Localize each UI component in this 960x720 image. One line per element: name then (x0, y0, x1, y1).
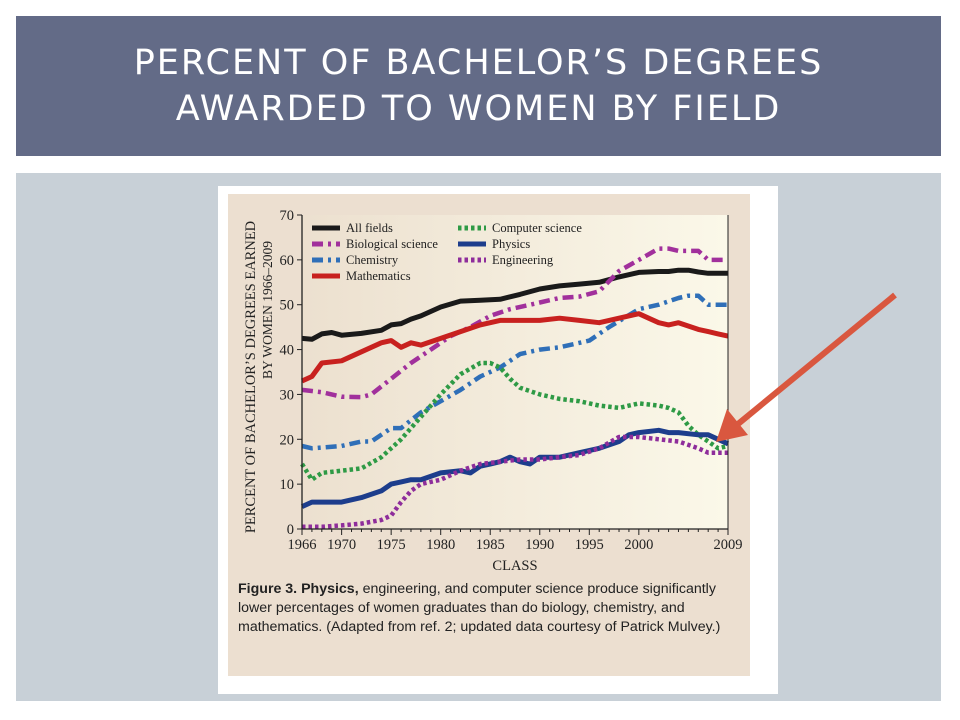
series-line-all-fields (301, 267, 728, 342)
y-tick-label: 10 (280, 477, 295, 493)
y-tick-label: 20 (280, 432, 295, 448)
legend-label: All fields (346, 221, 393, 235)
legend-label: Chemistry (346, 253, 399, 267)
slide-title-line-1: PERCENT OF BACHELOR’S DEGREES (133, 43, 824, 83)
figure-caption-label: Figure 3. Physics, (238, 581, 359, 597)
figure-caption-text: engineering, and computer science produc… (238, 581, 721, 635)
legend-label: Physics (492, 237, 530, 251)
slide-title: PERCENT OF BACHELOR’S DEGREES AWARDED TO… (134, 40, 824, 132)
series-line-engineering (302, 434, 728, 530)
y-tick-label: 30 (280, 387, 295, 403)
series-line-mathematics (300, 311, 729, 384)
y-tick-label: 40 (280, 343, 295, 359)
legend-label: Engineering (492, 253, 554, 267)
slide-title-line-2: AWARDED TO WOMEN BY FIELD (175, 89, 782, 129)
x-tick-label: 1980 (426, 537, 455, 553)
x-axis-label: CLASS (492, 558, 537, 574)
legend: All fields Biological science Chemistry Mat… (312, 221, 582, 283)
series-line-computer-science (300, 360, 729, 482)
y-tick-label: 50 (280, 298, 295, 314)
y-tick-label: 70 (280, 208, 295, 224)
x-tick-label: 1970 (327, 537, 356, 553)
figure-caption: Figure 3. Physics, engineering, and comp… (238, 580, 743, 637)
y-axis-label-line-2: BY WOMEN 1966–2009 (260, 241, 275, 379)
x-tick-label: 1985 (476, 537, 505, 553)
y-axis-label-line-1: PERCENT OF BACHELOR’S DEGREES EARNED (243, 221, 259, 533)
x-tick-label: 2000 (624, 537, 653, 553)
x-tick-label: 1975 (377, 537, 406, 553)
legend-label: Mathematics (346, 269, 411, 283)
slide-title-bar: PERCENT OF BACHELOR’S DEGREES AWARDED TO… (16, 16, 941, 156)
x-tick-label: 1995 (575, 537, 604, 553)
x-tick-label: 1990 (525, 537, 554, 553)
legend-label: Biological science (346, 237, 438, 251)
y-tick-label: 0 (287, 522, 294, 538)
series-line-biological-science (301, 246, 728, 400)
plot-area (302, 215, 728, 529)
legend-label: Computer science (492, 221, 582, 235)
x-tick-label: 1966 (288, 537, 317, 553)
series-line-physics (300, 427, 730, 509)
series-line-chemistry (301, 293, 728, 451)
y-tick-label: 60 (280, 253, 295, 269)
x-tick-label: 2009 (714, 537, 743, 553)
